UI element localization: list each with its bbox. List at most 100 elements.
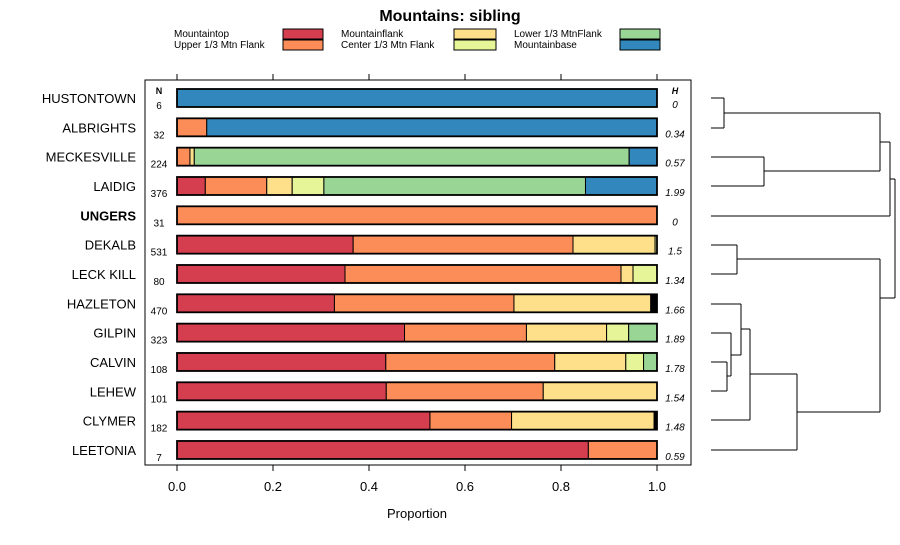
x-tick-label: 0.2 — [264, 479, 282, 494]
plot-frame — [144, 79, 692, 466]
bar-segment-mountaintop — [176, 323, 406, 343]
legend-label-mountainbase: Mountainbase — [514, 40, 577, 51]
bar-rows: HUSTONTOWN 6 0 ALBRIGHTS 32 0.34 MECKESVILLE 22… — [42, 88, 685, 464]
bar-segment-mountaintop — [176, 411, 431, 431]
row-label: MECKESVILLE — [46, 150, 137, 165]
bar-outline — [176, 352, 658, 372]
bar-segment-upper-1-3-mtn-flank — [176, 117, 208, 137]
row-n: 470 — [151, 306, 168, 317]
row-hazleton: HAZLETON 470 1.66 — [67, 293, 685, 317]
legend-label-mountainflank: Mountainflank — [341, 29, 404, 40]
row-label: HAZLETON — [67, 296, 136, 311]
bar-segment-mountainbase — [206, 117, 658, 137]
bar-segment-upper-1-3-mtn-flank — [344, 264, 622, 284]
bar-segment-upper-1-3-mtn-flank — [429, 411, 513, 431]
legend-swatch-mountainbase — [619, 39, 661, 51]
bar-segment-lower-1-3-mtnflank — [628, 323, 658, 343]
row-h: 1.54 — [665, 393, 685, 404]
dendrogram-branches — [711, 97, 896, 451]
row-h: 0 — [672, 217, 678, 228]
row-label: CALVIN — [90, 355, 136, 370]
bar-outline — [176, 410, 658, 431]
bar-segment-upper-1-3-mtn-flank — [404, 323, 527, 343]
bar-outline — [176, 205, 658, 226]
row-hustontown: HUSTONTOWN 6 0 — [42, 88, 678, 112]
bar-outline — [176, 88, 658, 108]
row-h: 1.34 — [665, 276, 685, 287]
bar-outline — [176, 381, 658, 402]
row-n: 224 — [151, 160, 168, 171]
bar-segment-mountainflank — [572, 235, 656, 255]
row-label: CLYMER — [83, 414, 136, 429]
dendrogram — [711, 97, 896, 451]
bar-segment-mountainflank — [511, 411, 655, 431]
legend-swatch-center-1-3-mtn-flank — [453, 39, 497, 51]
row-label: LEHEW — [90, 384, 137, 399]
bar-segment-upper-1-3-mtn-flank — [352, 235, 574, 255]
legend-swatch-lower-1-3-mtnflank — [619, 28, 661, 40]
bar-segment-mountaintop — [176, 381, 387, 401]
bar-segment-mountainflank — [266, 176, 293, 196]
bar-segment-mountainflank — [620, 264, 634, 284]
chart-title: Mountains: sibling — [379, 8, 520, 25]
row-n: 323 — [151, 336, 168, 347]
row-dekalb: DEKALB 531 1.5 — [85, 234, 682, 259]
bar-outline — [176, 293, 658, 314]
bar-segment-other — [650, 293, 658, 313]
bar-segment-upper-1-3-mtn-flank — [385, 381, 544, 401]
row-gilpin: GILPIN 323 1.89 — [93, 322, 685, 347]
row-h: 1.89 — [665, 335, 685, 346]
bar-outline — [176, 176, 658, 196]
row-n: 108 — [151, 365, 168, 376]
row-lehew: LEHEW 101 1.54 — [90, 381, 685, 405]
row-n: 376 — [151, 189, 168, 200]
bar-segment-mountaintop — [176, 264, 346, 284]
bar-outline — [176, 146, 658, 167]
row-h: 0 — [672, 100, 678, 111]
row-h: 1.99 — [665, 188, 685, 199]
row-calvin: CALVIN 108 1.78 — [90, 352, 685, 376]
bar-segment-mountainflank — [542, 381, 658, 401]
bar-outline — [176, 264, 658, 284]
row-n: 6 — [156, 101, 162, 112]
legend-label-lower-1-3-mtnflank: Lower 1/3 MtnFlank — [514, 29, 603, 40]
row-label: GILPIN — [93, 326, 136, 341]
bar-segment-mountaintop — [176, 293, 335, 313]
row-leetonia: LEETONIA 7 0.59 — [72, 440, 685, 464]
row-n: 531 — [151, 248, 168, 259]
bar-segment-mountaintop — [176, 352, 387, 372]
x-tick-label: 1.0 — [648, 479, 666, 494]
bar-outline — [176, 440, 658, 460]
legend-label-mountaintop: Mountaintop — [174, 29, 229, 40]
legend-label-upper-1-3-mtn-flank: Upper 1/3 Mtn Flank — [174, 40, 266, 51]
bar-segment-mountainbase — [584, 176, 658, 196]
bar-segment-mountaintop — [176, 176, 206, 196]
bar-segment-lower-1-3-mtnflank — [643, 352, 658, 372]
x-tick-label: 0.4 — [360, 479, 378, 494]
row-label: LAIDIG — [93, 179, 136, 194]
bar-segment-upper-1-3-mtn-flank — [587, 440, 658, 460]
bar-segment-mountainbase — [628, 147, 658, 167]
bar-segment-center-1-3-mtn-flank — [291, 176, 325, 196]
bar-segment-mountainflank — [554, 352, 627, 372]
bar-segment-mountaintop — [176, 235, 354, 255]
bar-segment-center-1-3-mtn-flank — [632, 264, 658, 284]
row-label: LECK KILL — [72, 267, 136, 282]
row-h: 1.66 — [665, 305, 685, 316]
x-tick-label: 0.8 — [552, 479, 570, 494]
legend-swatch-mountainflank — [453, 28, 497, 40]
bar-segment-center-1-3-mtn-flank — [606, 323, 630, 343]
bar-segment-lower-1-3-mtnflank — [193, 147, 630, 167]
row-label: LEETONIA — [72, 443, 136, 458]
row-n: 32 — [153, 130, 165, 141]
row-h: 1.48 — [665, 423, 685, 434]
row-h: 0.59 — [665, 452, 685, 463]
bar-outline — [176, 322, 658, 343]
n-column-header: N — [156, 86, 163, 96]
legend-swatch-upper-1-3-mtn-flank — [282, 39, 324, 51]
x-axis-label: Proportion — [387, 506, 447, 521]
row-n: 31 — [153, 218, 165, 229]
row-label: DEKALB — [85, 238, 136, 253]
bar-segment-mountaintop — [176, 440, 589, 460]
